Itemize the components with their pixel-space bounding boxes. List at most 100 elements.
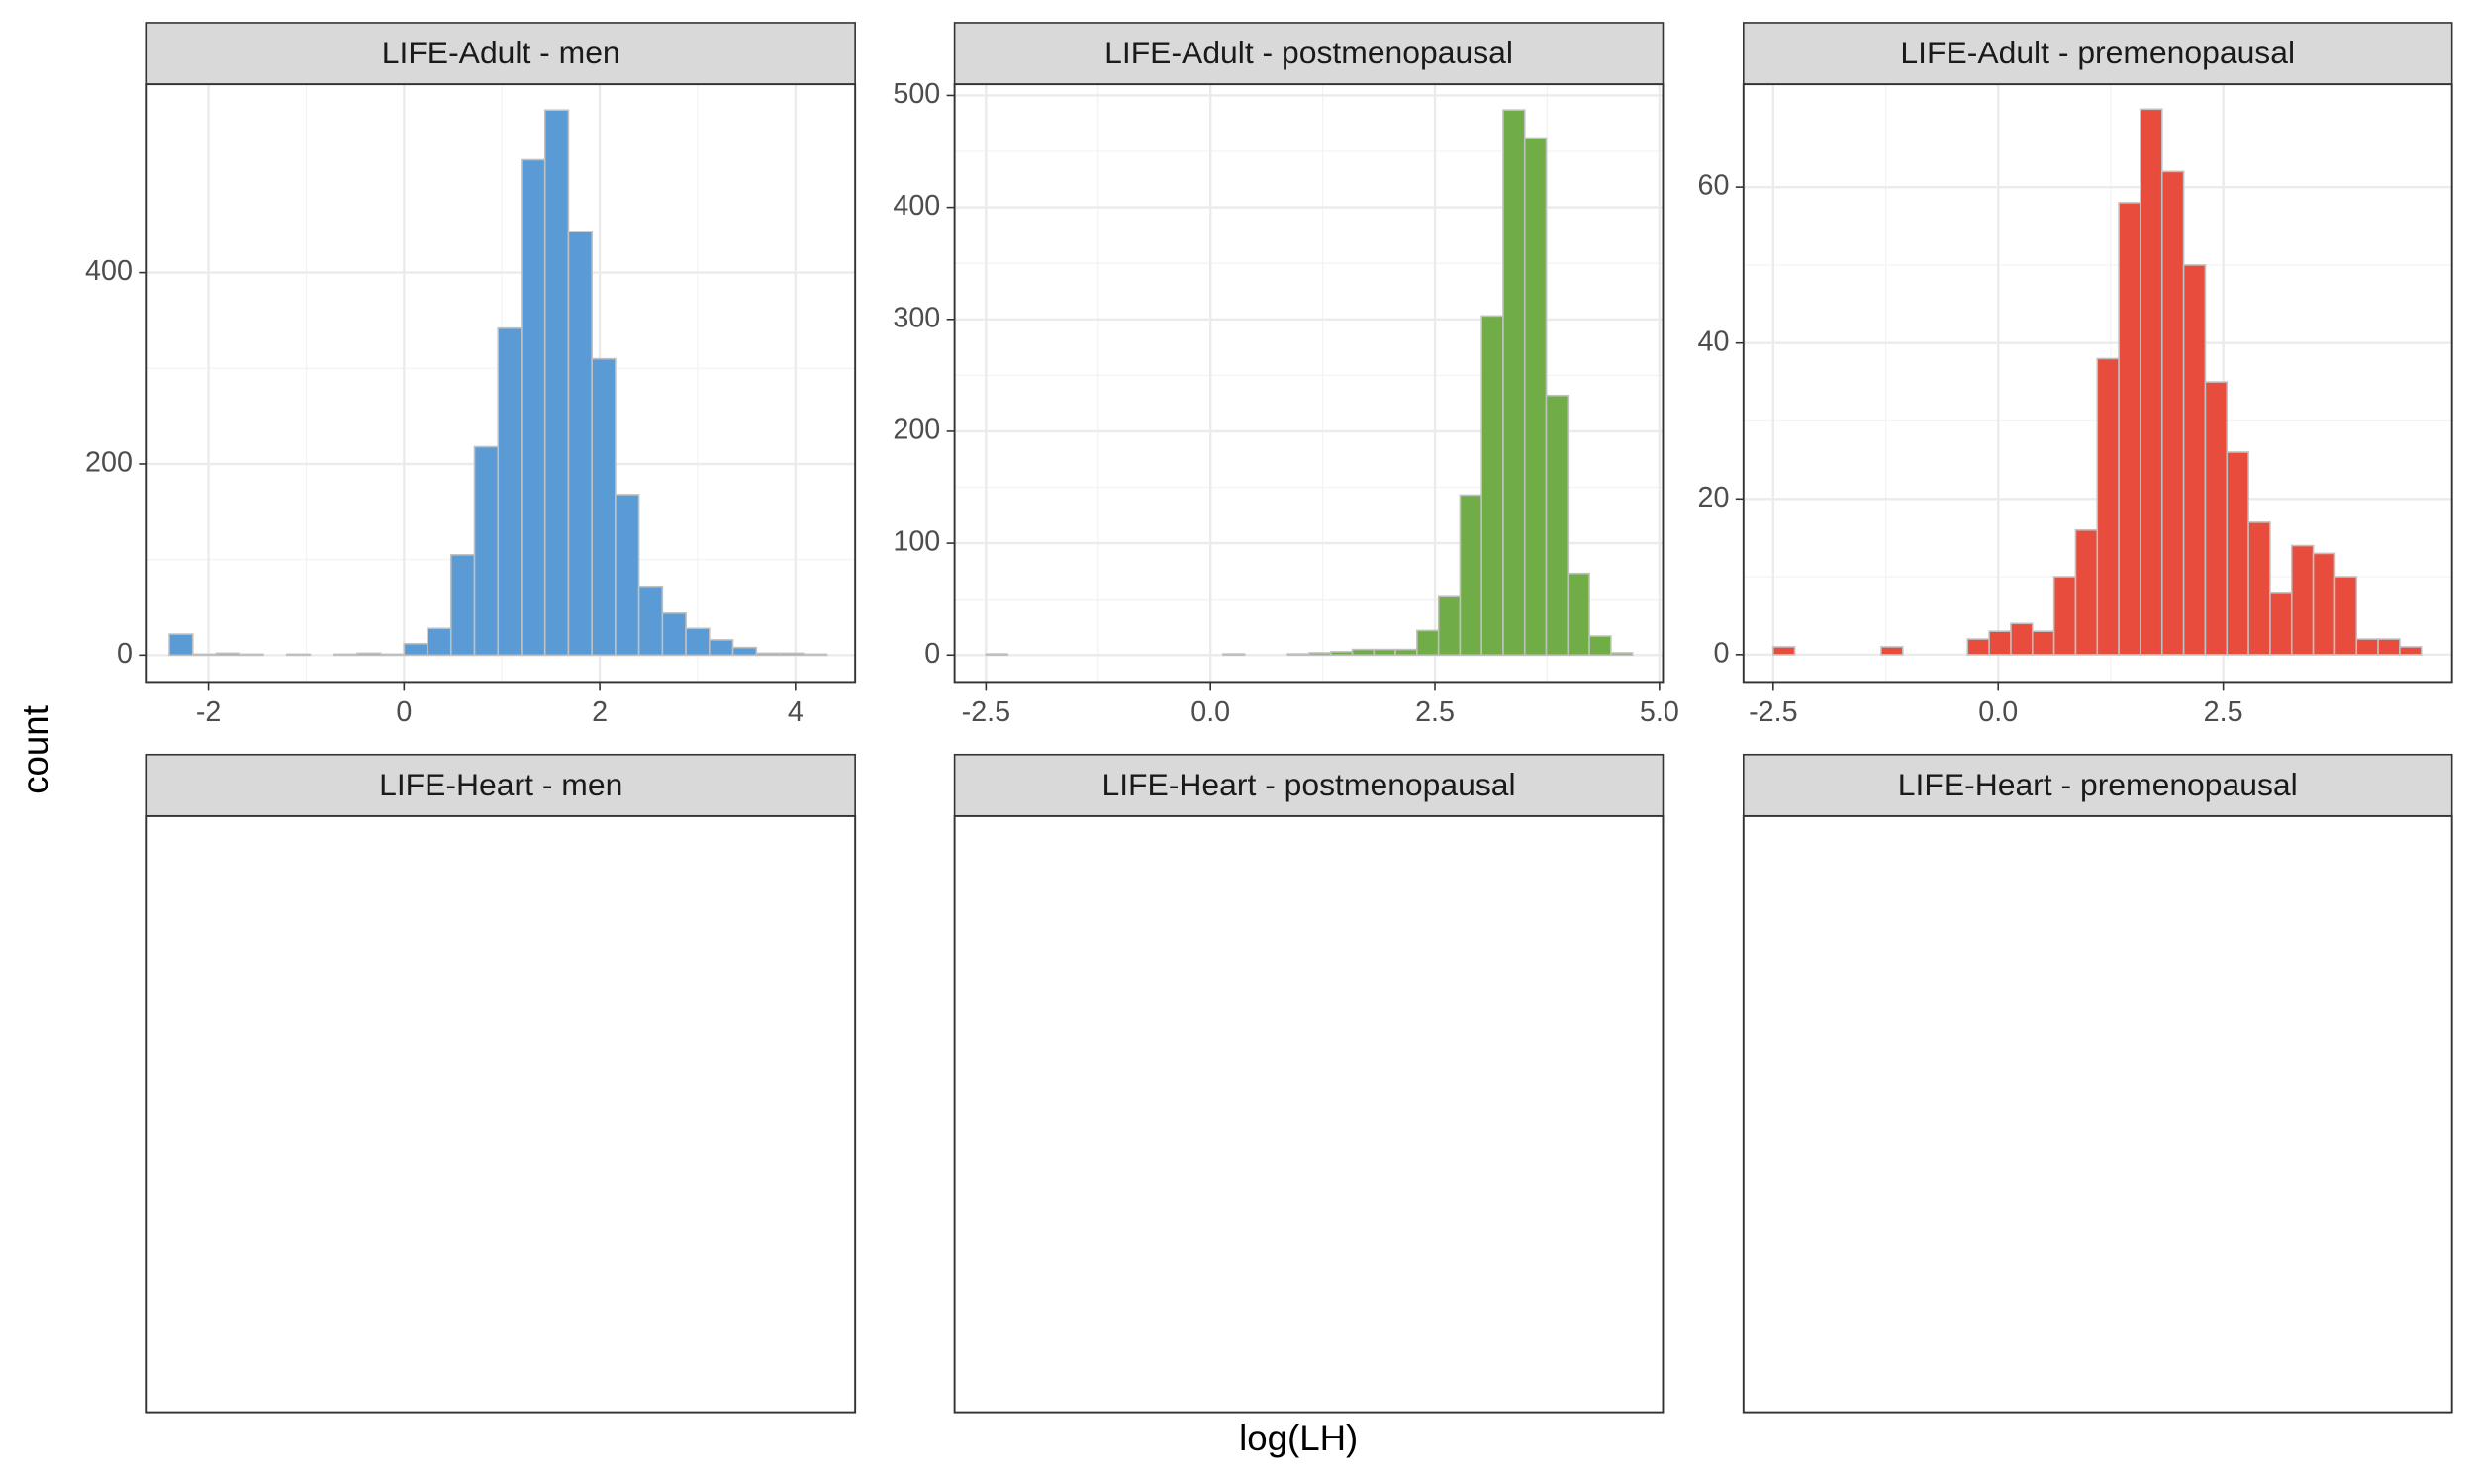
bar bbox=[379, 653, 406, 657]
bar bbox=[2182, 264, 2207, 656]
bar bbox=[661, 612, 687, 657]
panel-background bbox=[1743, 815, 2452, 1413]
panel-title: LIFE-Heart - men bbox=[379, 767, 622, 802]
x-tick-label: 4 bbox=[788, 696, 804, 728]
bar bbox=[1329, 651, 1354, 657]
bar bbox=[238, 653, 264, 657]
bar bbox=[1772, 646, 1796, 656]
bar bbox=[985, 653, 1008, 657]
bar bbox=[2118, 202, 2141, 656]
bar bbox=[731, 646, 758, 657]
bar bbox=[2247, 521, 2271, 656]
bar bbox=[191, 653, 218, 657]
bar bbox=[2010, 622, 2034, 656]
bar bbox=[1480, 315, 1504, 657]
bar bbox=[1394, 648, 1418, 657]
bar bbox=[2399, 646, 2423, 656]
strip bbox=[1743, 22, 2453, 85]
bar bbox=[521, 158, 546, 657]
bar bbox=[168, 633, 194, 657]
bar bbox=[1588, 635, 1612, 657]
panel-border bbox=[1742, 83, 2453, 684]
y-axis-title: count bbox=[15, 705, 55, 794]
panel-background bbox=[954, 815, 1664, 1413]
bar bbox=[1351, 648, 1376, 657]
panel-title: LIFE-Adult - men bbox=[382, 35, 620, 70]
bar bbox=[637, 585, 664, 657]
bar bbox=[2052, 576, 2077, 656]
bar bbox=[567, 231, 593, 657]
x-tick-label: 2.5 bbox=[2204, 696, 2243, 728]
panel-title: LIFE-Adult - postmenopausal bbox=[1104, 35, 1513, 70]
bar bbox=[403, 642, 428, 657]
strip bbox=[953, 22, 1665, 85]
bar bbox=[2031, 630, 2055, 656]
bar bbox=[1286, 653, 1310, 657]
bar bbox=[215, 652, 241, 657]
bar bbox=[1567, 572, 1590, 657]
bar bbox=[1373, 648, 1396, 657]
bar bbox=[497, 326, 523, 657]
y-tick-label: 20 bbox=[1698, 482, 1730, 513]
bar bbox=[779, 652, 805, 657]
bar bbox=[1880, 646, 1904, 656]
y-tick-label: 400 bbox=[85, 255, 133, 287]
bar bbox=[1610, 652, 1634, 657]
bar bbox=[285, 653, 312, 657]
bar bbox=[2160, 170, 2185, 656]
x-tick-label: -2.5 bbox=[1749, 696, 1797, 728]
bar bbox=[1545, 394, 1570, 657]
bar bbox=[427, 627, 452, 657]
panel-title: LIFE-Adult - premenopausal bbox=[1900, 35, 2295, 70]
y-tick-label: 0 bbox=[1713, 637, 1729, 669]
bar bbox=[2333, 576, 2358, 656]
bar bbox=[1416, 629, 1440, 657]
bar bbox=[2096, 357, 2120, 656]
bar bbox=[1523, 137, 1548, 657]
bar bbox=[2204, 381, 2229, 656]
bar bbox=[591, 357, 617, 657]
bar bbox=[1437, 595, 1462, 657]
bar bbox=[2074, 528, 2099, 656]
x-tick-label: -2.5 bbox=[962, 696, 1010, 728]
panel-border bbox=[1742, 814, 2453, 1414]
panel-border bbox=[145, 83, 857, 684]
bar bbox=[2290, 544, 2315, 656]
panel-title: LIFE-Heart - premenopausal bbox=[1898, 767, 2298, 802]
bar bbox=[543, 109, 570, 657]
panel-title: LIFE-Heart - postmenopausal bbox=[1101, 767, 1515, 802]
bar bbox=[1966, 638, 1990, 656]
bar bbox=[2377, 638, 2401, 656]
bar bbox=[333, 653, 358, 657]
y-tick-label: 100 bbox=[893, 526, 940, 558]
y-tick-label: 300 bbox=[893, 302, 940, 333]
bar bbox=[1308, 652, 1332, 657]
bar bbox=[755, 652, 781, 657]
x-tick-label: 2.5 bbox=[1415, 696, 1455, 728]
strip bbox=[953, 753, 1665, 817]
y-tick-label: 200 bbox=[893, 415, 940, 446]
x-axis-title: log(LH) bbox=[1239, 1418, 1358, 1458]
y-tick-label: 200 bbox=[85, 447, 133, 479]
panel-border bbox=[953, 83, 1665, 684]
bar bbox=[709, 639, 734, 657]
panel-border bbox=[953, 814, 1665, 1414]
bar bbox=[356, 652, 382, 657]
x-tick-label: 0 bbox=[396, 696, 412, 728]
bar bbox=[2269, 592, 2293, 656]
strip bbox=[145, 22, 856, 85]
bar bbox=[1988, 630, 2012, 656]
y-tick-label: 400 bbox=[893, 190, 940, 222]
x-tick-label: 0.0 bbox=[1978, 696, 2018, 728]
bar bbox=[1502, 109, 1526, 657]
bar bbox=[2355, 638, 2379, 656]
bar bbox=[449, 554, 476, 657]
y-tick-label: 60 bbox=[1698, 170, 1730, 202]
y-tick-label: 500 bbox=[893, 78, 940, 110]
bar bbox=[2140, 108, 2163, 656]
x-tick-label: 2 bbox=[592, 696, 608, 728]
bar bbox=[1459, 494, 1483, 657]
y-tick-label: 0 bbox=[117, 638, 133, 670]
x-tick-label: 0.0 bbox=[1190, 696, 1230, 728]
